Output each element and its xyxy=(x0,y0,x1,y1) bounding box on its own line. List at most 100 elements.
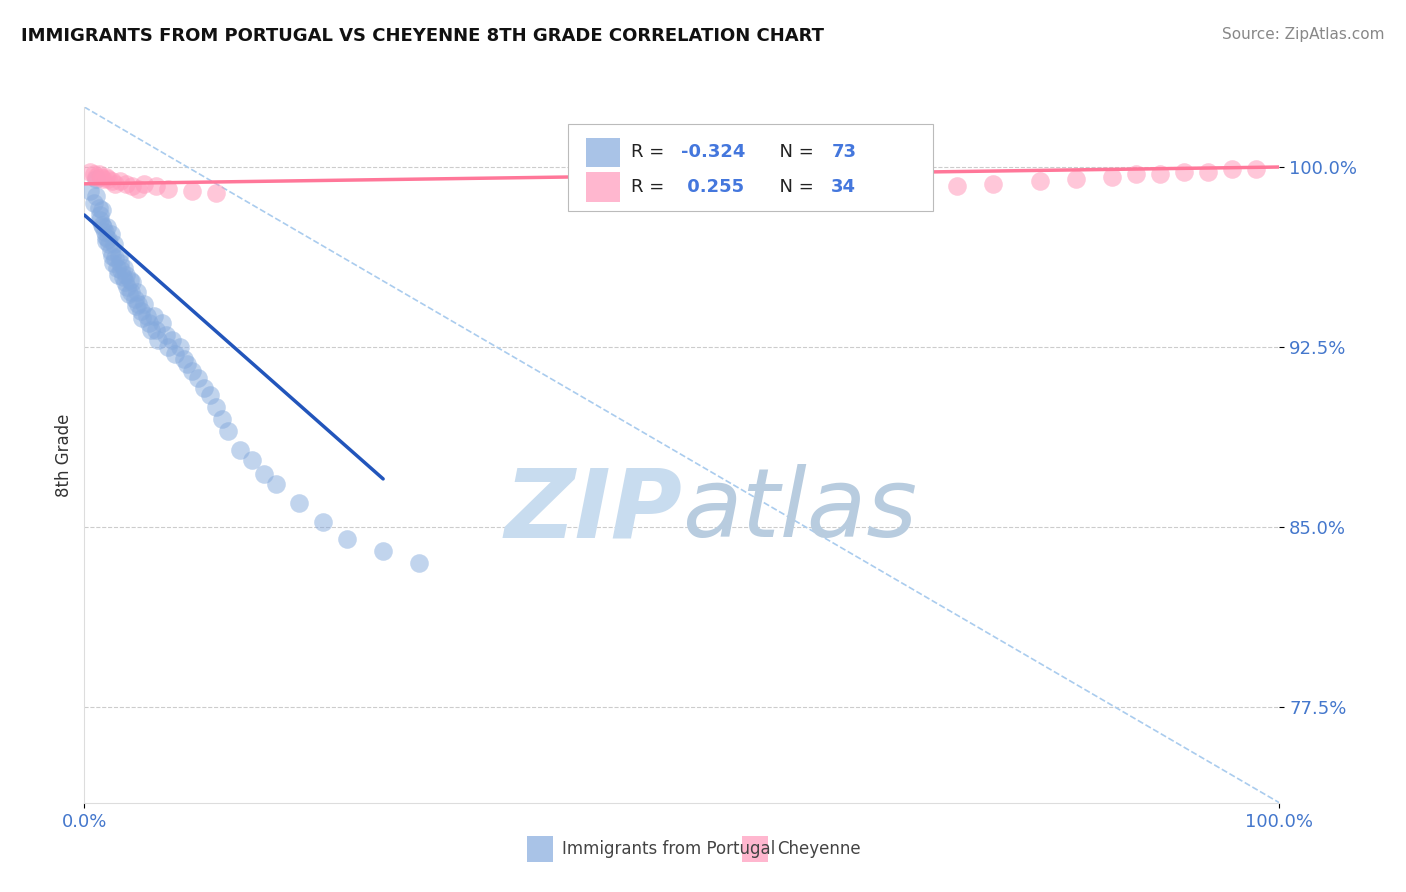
Point xyxy=(101,256,124,270)
Point xyxy=(336,532,359,546)
Point xyxy=(118,273,141,287)
Point xyxy=(117,280,139,294)
Point xyxy=(96,219,118,234)
Text: Source: ZipAtlas.com: Source: ZipAtlas.com xyxy=(1222,27,1385,42)
Point xyxy=(124,292,146,306)
Point xyxy=(120,285,142,299)
Y-axis label: 8th Grade: 8th Grade xyxy=(55,413,73,497)
Text: atlas: atlas xyxy=(682,464,917,558)
Point xyxy=(101,174,124,188)
Point xyxy=(89,212,111,227)
Point xyxy=(157,340,180,354)
Point xyxy=(160,333,183,347)
Point xyxy=(94,169,117,184)
Point xyxy=(84,169,107,184)
Point xyxy=(150,316,173,330)
FancyBboxPatch shape xyxy=(568,124,934,211)
Point xyxy=(135,309,157,323)
Text: R =: R = xyxy=(630,178,669,196)
Text: Cheyenne: Cheyenne xyxy=(778,839,860,858)
Point xyxy=(117,287,139,301)
Point xyxy=(91,218,114,232)
Point xyxy=(127,181,149,195)
Point xyxy=(111,270,134,285)
Point xyxy=(205,186,228,201)
Point xyxy=(155,328,177,343)
Point xyxy=(1101,169,1123,184)
Point xyxy=(176,357,198,371)
Point xyxy=(228,443,252,458)
Point xyxy=(101,249,124,263)
Point xyxy=(131,311,153,326)
Point xyxy=(79,184,101,198)
Bar xyxy=(586,137,620,167)
Point xyxy=(98,236,121,251)
Point xyxy=(825,174,848,188)
Point xyxy=(94,229,117,244)
Point xyxy=(110,174,132,188)
Text: R =: R = xyxy=(630,144,669,161)
Point xyxy=(87,201,110,215)
Point xyxy=(121,179,143,194)
Point xyxy=(1220,162,1243,177)
Text: Immigrants from Portugal: Immigrants from Portugal xyxy=(562,839,776,858)
Point xyxy=(862,177,884,191)
Point xyxy=(217,424,239,438)
Point xyxy=(145,179,167,194)
Text: N =: N = xyxy=(768,178,820,196)
Point xyxy=(100,227,122,242)
Text: 34: 34 xyxy=(831,178,856,196)
Point xyxy=(91,203,114,218)
Point xyxy=(910,174,932,188)
Point xyxy=(945,179,967,194)
Point xyxy=(157,181,180,195)
Point xyxy=(104,177,127,191)
Point xyxy=(114,275,136,289)
Point xyxy=(112,260,135,275)
Point xyxy=(79,165,101,179)
Point xyxy=(1173,165,1195,179)
Point xyxy=(90,169,112,184)
Point xyxy=(165,347,187,361)
Point xyxy=(115,268,138,282)
Text: -0.324: -0.324 xyxy=(681,144,745,161)
Point xyxy=(312,515,335,529)
Point xyxy=(110,256,132,270)
Point xyxy=(121,275,143,289)
Point xyxy=(142,309,165,323)
Point xyxy=(93,225,115,239)
Point xyxy=(198,388,221,402)
Point xyxy=(173,351,195,366)
Point xyxy=(187,371,209,385)
Point xyxy=(97,172,120,186)
Point xyxy=(84,172,107,186)
Point xyxy=(193,381,215,395)
Text: IMMIGRANTS FROM PORTUGAL VS CHEYENNE 8TH GRADE CORRELATION CHART: IMMIGRANTS FROM PORTUGAL VS CHEYENNE 8TH… xyxy=(21,27,824,45)
Point xyxy=(93,172,115,186)
Point xyxy=(1244,162,1267,177)
Bar xyxy=(742,836,768,862)
Point xyxy=(100,244,122,258)
Point xyxy=(132,297,156,311)
Point xyxy=(240,452,263,467)
Point xyxy=(108,249,131,263)
Point xyxy=(205,400,228,414)
Point xyxy=(132,177,156,191)
Point xyxy=(104,251,127,265)
Text: 73: 73 xyxy=(831,144,856,161)
Point xyxy=(145,323,167,337)
Text: ZIP: ZIP xyxy=(503,464,682,558)
Point xyxy=(89,208,111,222)
Point xyxy=(180,184,202,198)
Point xyxy=(97,232,120,246)
Point xyxy=(105,260,128,275)
Point xyxy=(84,189,107,203)
Bar xyxy=(526,836,553,862)
Point xyxy=(408,556,430,570)
Point xyxy=(1197,165,1219,179)
Point xyxy=(107,268,129,282)
Point xyxy=(141,323,163,337)
Point xyxy=(125,299,148,313)
Point xyxy=(169,340,191,354)
Point xyxy=(138,316,160,330)
